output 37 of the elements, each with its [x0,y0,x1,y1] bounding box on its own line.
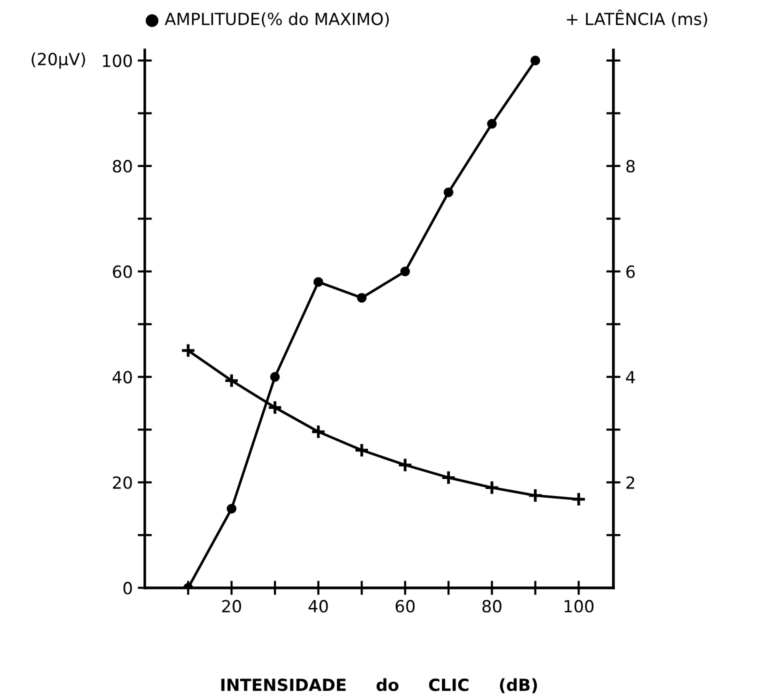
point [224,372,240,388]
x-tick-label: 40 [308,600,328,613]
point [571,492,586,507]
point [528,488,543,504]
point [180,342,196,358]
point [484,480,500,496]
y-axis-title: ● AMPLITUDE(% do MAXIMO) [146,12,389,28]
x-tick-label: 60 [396,600,415,613]
x-tick-label: 80 [482,600,502,613]
point [530,56,540,66]
x-tick-label: 20 [222,600,242,613]
x-tick-label: 100 [564,600,594,613]
text: (20μV) [32,52,86,69]
y2-tick-label: 4 [626,371,635,384]
y2-tick-label: 6 [626,265,635,278]
y2-axis-title: + LATÊNCIA (ms) [566,10,708,28]
y-tick-label: 20 [112,476,132,489]
point [397,457,413,473]
point [440,470,456,486]
point [310,424,326,440]
y-tick-label: 0 [123,582,132,594]
y-tick-label: 80 [112,160,132,173]
point [267,400,283,416]
point [354,442,370,458]
point [270,372,280,382]
x-axis-title: INTENSIDADE do CLIC (dB) [221,678,537,694]
y-tick-label: 40 [112,370,132,384]
point [400,266,410,276]
point [444,187,454,198]
point [226,504,236,514]
y-tick-label: 100 [102,54,132,68]
y-tick-label: 60 [112,265,132,278]
point [356,292,367,303]
point [313,277,324,287]
point [487,118,497,129]
y2-tick-label: 2 [626,476,634,489]
y2-tick-label: 8 [626,160,635,173]
